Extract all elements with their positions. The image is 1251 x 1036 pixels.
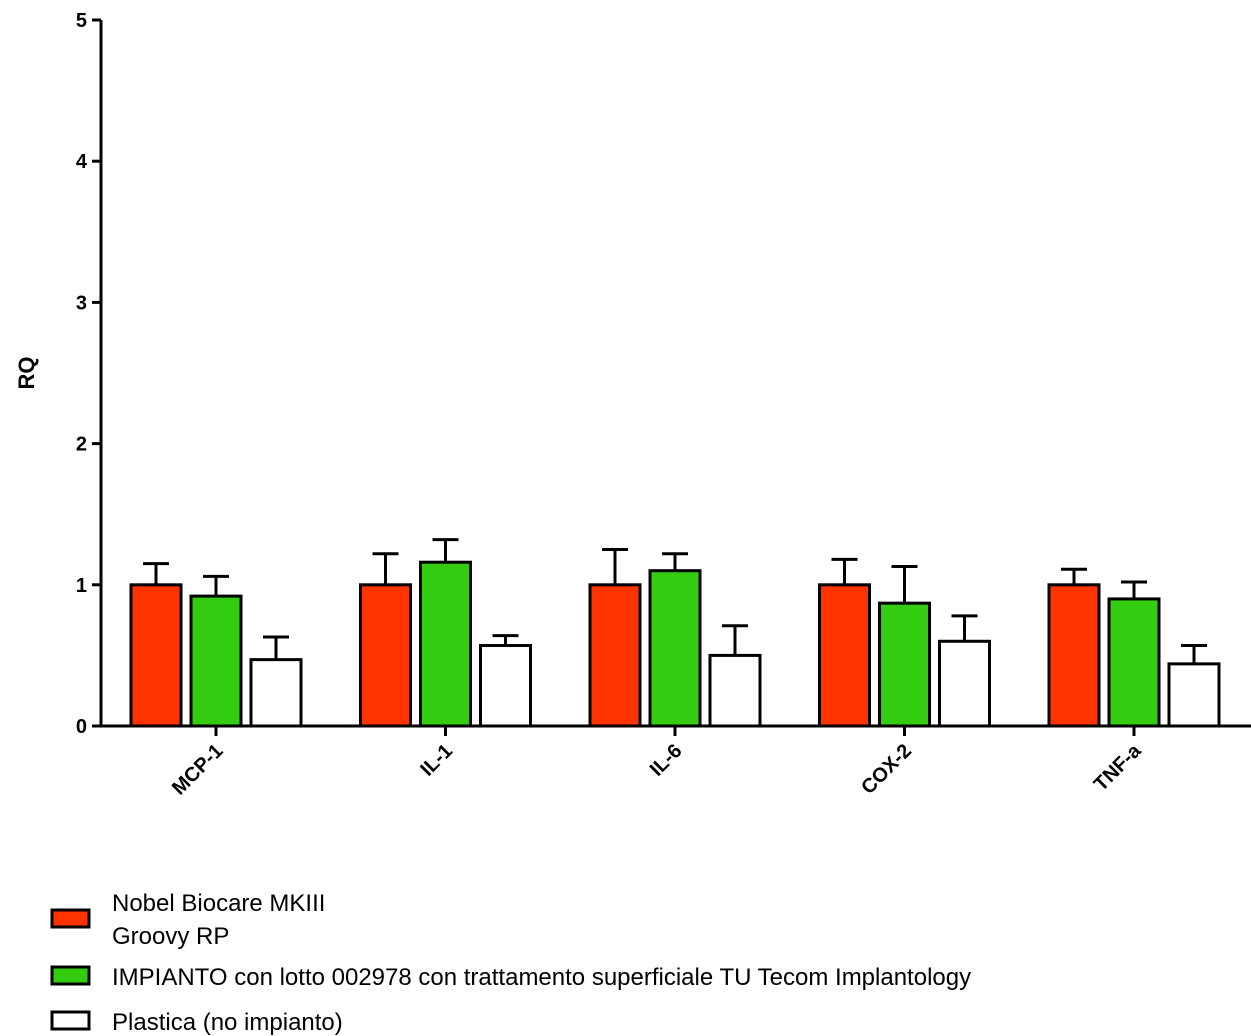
legend-label: IMPIANTO con lotto 002978 con trattament… bbox=[112, 964, 971, 991]
y-tick-label: 1 bbox=[76, 575, 87, 597]
bar-mcp-1-series-3 bbox=[249, 658, 303, 728]
legend-label: Groovy RP bbox=[112, 923, 229, 950]
legend-swatch bbox=[50, 1010, 91, 1031]
x-tick-label: IL-1 bbox=[416, 740, 457, 781]
x-tick-label: COX-2 bbox=[857, 740, 916, 799]
x-tick-label: MCP-1 bbox=[168, 740, 228, 800]
y-tick-label: 5 bbox=[76, 10, 87, 32]
legend-label: Nobel Biocare MKIII bbox=[112, 890, 325, 917]
bar-tnf-a-series-2 bbox=[1107, 597, 1161, 728]
bar-il-1-series-2 bbox=[419, 560, 472, 728]
legend-swatch bbox=[50, 908, 91, 929]
legend-swatch bbox=[50, 965, 91, 986]
bar-cox-2-series-2 bbox=[878, 601, 931, 728]
legend: Nobel Biocare MKIII Groovy RP IMPIANTO con… bbox=[50, 890, 971, 1036]
bar-il-1-series-3 bbox=[479, 644, 532, 728]
y-axis: 0 1 2 3 4 5 RQ bbox=[14, 10, 103, 738]
bar-mcp-1-series-1 bbox=[129, 583, 183, 728]
bar-il-6-series-1 bbox=[588, 583, 642, 728]
bar-mcp-1-series-2 bbox=[189, 594, 243, 728]
bar-cox-2-series-3 bbox=[938, 639, 991, 728]
y-tick-label: 2 bbox=[76, 434, 87, 456]
bar-il-6-series-2 bbox=[648, 569, 702, 728]
bars bbox=[129, 538, 1221, 728]
y-tick-label: 4 bbox=[76, 151, 88, 173]
x-axis: MCP-1 IL-1 IL-6 COX-2 TNF-a bbox=[99, 724, 1251, 800]
bar-il-1-series-1 bbox=[359, 583, 412, 728]
bar-cox-2-series-1 bbox=[818, 583, 871, 728]
x-tick-label: TNF-a bbox=[1090, 739, 1146, 795]
y-axis-title: RQ bbox=[14, 357, 39, 390]
legend-label: Plastica (no impianto) bbox=[112, 1009, 343, 1036]
y-tick-label: 0 bbox=[76, 716, 87, 738]
x-tick-label: IL-6 bbox=[646, 740, 687, 781]
bar-il-6-series-3 bbox=[708, 653, 762, 728]
bar-tnf-a-series-1 bbox=[1047, 583, 1101, 728]
y-tick-label: 3 bbox=[76, 292, 87, 314]
bar-tnf-a-series-3 bbox=[1167, 662, 1221, 728]
